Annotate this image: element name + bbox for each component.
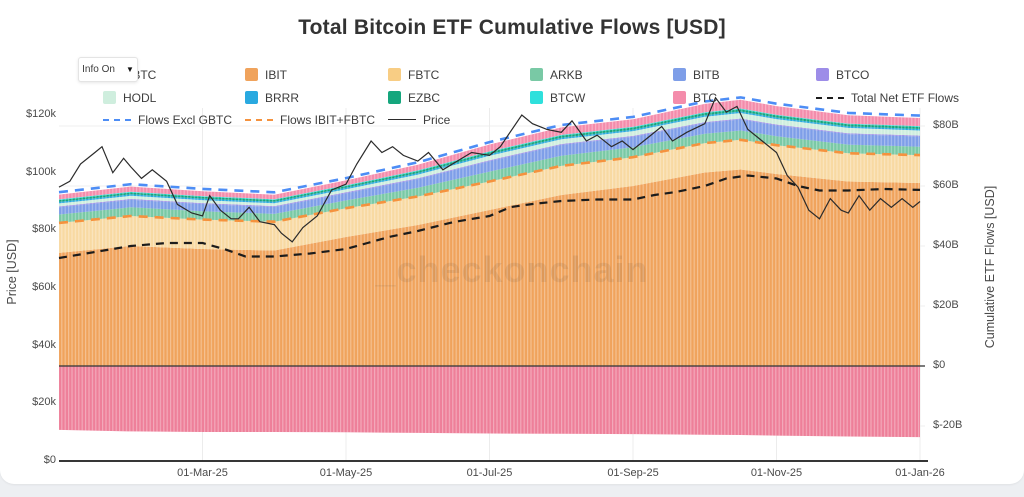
x-tick-label: 01-Jan-26 [895, 467, 945, 479]
area-band-texture-arkb [59, 130, 920, 223]
x-tick-label: 01-Sep-25 [607, 467, 659, 479]
area-band-texture-btc [59, 99, 920, 200]
line-flows-excl-gbtc [58, 96, 921, 194]
area-band-texture-ibit [59, 169, 920, 366]
dropdown-arrow-icon: ▼ [125, 65, 134, 74]
legend-item-btco[interactable]: BTCO [816, 67, 869, 82]
chart-title: Total Bitcoin ETF Cumulative Flows [USD] [298, 16, 726, 39]
chart-canvas[interactable] [0, 0, 1024, 484]
legend-item-total-net-etf-flows[interactable]: Total Net ETF Flows [816, 90, 959, 105]
fill-swatch-icon [673, 68, 686, 81]
dash-swatch-icon [103, 118, 131, 121]
legend-label: BTC [693, 90, 717, 105]
x-tick-label: 01-Mar-25 [177, 467, 228, 479]
info-toggle-label: Info On [82, 64, 115, 75]
legend-item-btcw[interactable]: BTCW [530, 90, 585, 105]
right-tick-label: $80B [933, 119, 959, 131]
legend-label: BITB [693, 67, 720, 82]
legend-label: IBIT [265, 67, 288, 82]
legend-label: EZBC [408, 90, 441, 105]
right-axis-title: Cumulative ETF Flows [USD] [983, 185, 997, 349]
legend-label: FBTC [408, 67, 440, 82]
fill-swatch-icon [245, 68, 258, 81]
legend-item-flows-ibit-fbtc[interactable]: Flows IBIT+FBTC [245, 112, 375, 127]
left-tick-label: $120k [26, 108, 56, 120]
x-tick-label: 01-May-25 [319, 467, 373, 479]
legend-label: BRRR [265, 90, 300, 105]
area-band-texture-hodl [59, 113, 920, 207]
right-tick-label: $-20B [933, 419, 963, 431]
legend-item-brrr[interactable]: BRRR [245, 90, 299, 105]
x-tick-label: 01-Nov-25 [750, 467, 803, 479]
legend-item-price[interactable]: Price [388, 112, 450, 127]
legend-label: Price [423, 112, 451, 127]
left-axis-title: Price [USD] [5, 239, 19, 305]
legend-item-fbtc[interactable]: FBTC [388, 67, 439, 82]
fill-swatch-icon [388, 68, 401, 81]
legend-label: Flows IBIT+FBTC [280, 112, 376, 127]
legend-item-hodl[interactable]: HODL [103, 90, 156, 105]
legend-item-ezbc[interactable]: EZBC [388, 90, 440, 105]
left-tick-label: $40k [32, 338, 56, 351]
fill-swatch-icon [103, 91, 116, 104]
info-toggle-button[interactable]: Info On ▼ [78, 57, 138, 82]
dash-swatch-icon [245, 118, 273, 121]
fill-swatch-icon [816, 68, 829, 81]
line-price [58, 96, 921, 243]
legend-item-btc[interactable]: BTC [673, 90, 717, 105]
left-tick-label: $60k [32, 281, 56, 293]
line-swatch-icon [388, 119, 416, 120]
area-band-texture-bitb [59, 119, 920, 215]
line-total-net-etf-flows [58, 174, 921, 260]
area-band-texture-gbtc [59, 366, 920, 438]
legend-item-ibit[interactable]: IBIT [245, 67, 287, 82]
chart-card: Total Bitcoin ETF Cumulative Flows [USD]… [0, 0, 1024, 484]
right-tick-label: $40B [933, 239, 959, 251]
legend-label: Flows Excl GBTC [138, 112, 233, 127]
x-tick-label: 01-Jul-25 [466, 467, 513, 479]
legend-label: BTCW [550, 90, 586, 105]
left-tick-label: $100k [26, 165, 56, 178]
left-tick-label: $80k [32, 223, 56, 236]
legend-label: HODL [123, 90, 157, 105]
legend-item-flows-excl-gbtc[interactable]: Flows Excl GBTC [103, 112, 232, 127]
fill-swatch-icon [388, 91, 401, 104]
line-flows-ibit-fbtc [58, 138, 921, 225]
legend-label: BTCO [836, 67, 870, 82]
legend-item-bitb[interactable]: BITB [673, 67, 720, 82]
left-tick-label: $0 [43, 454, 56, 466]
legend-label: Total Net ETF Flows [851, 90, 960, 105]
left-tick-label: $20k [32, 396, 56, 409]
right-tick-label: $0 [933, 359, 946, 371]
legend-label: ARKB [550, 67, 583, 82]
fill-swatch-icon [530, 68, 543, 81]
fill-swatch-icon [673, 91, 686, 104]
right-tick-label: $20B [933, 299, 959, 311]
legend-item-arkb[interactable]: ARKB [530, 67, 583, 82]
right-tick-label: $60B [933, 179, 959, 191]
dash-swatch-icon [816, 96, 844, 99]
fill-swatch-icon [245, 91, 258, 104]
fill-swatch-icon [530, 91, 543, 104]
